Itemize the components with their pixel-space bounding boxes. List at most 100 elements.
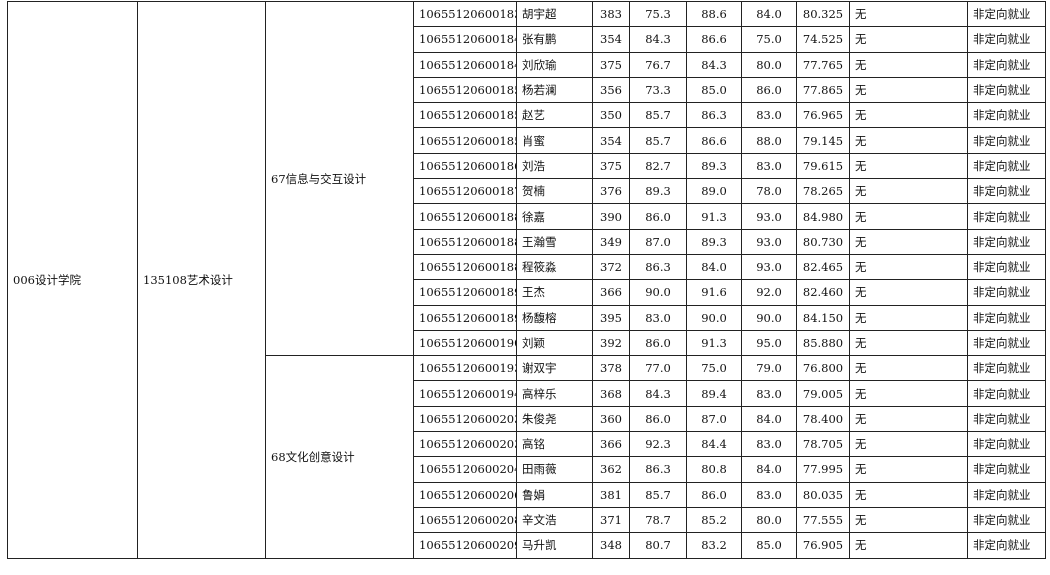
name-cell: 王杰 bbox=[516, 279, 593, 306]
table-row: 106551206001885王瀚雪34987.089.393.080.730无… bbox=[8, 228, 1046, 255]
retest-score-1-cell: 75.3 bbox=[629, 0, 687, 28]
remark-cell: 无 bbox=[849, 506, 968, 534]
remark-cell: 无 bbox=[849, 481, 968, 508]
retest-score-3-cell: 83.0 bbox=[741, 102, 797, 129]
initial-score-cell: 354 bbox=[592, 26, 630, 53]
name-cell: 肖蜜 bbox=[516, 127, 593, 154]
employment-type-cell: 非定向就业 bbox=[967, 456, 1046, 483]
table-row: 006设计学院135108艺术设计67信息与交互设计10655120600183… bbox=[7, 0, 1046, 559]
employment-type-cell: 非定向就业 bbox=[967, 127, 1046, 154]
retest-score-3-cell: 90.0 bbox=[741, 304, 797, 331]
employment-type-cell: 非定向就业 bbox=[967, 0, 1046, 28]
table-row: 106551206001855肖蜜35485.786.688.079.145无非… bbox=[8, 127, 1046, 154]
initial-score-cell: 371 bbox=[592, 506, 630, 534]
candidate-id-cell: 106551206001946 bbox=[413, 380, 517, 407]
remark-cell: 无 bbox=[849, 102, 968, 129]
direction-cell: 68文化创意设计 bbox=[265, 355, 414, 559]
initial-score-cell: 392 bbox=[592, 329, 630, 357]
total-score-cell: 76.905 bbox=[796, 532, 850, 559]
retest-score-3-cell: 85.0 bbox=[741, 532, 797, 559]
retest-score-1-cell: 80.7 bbox=[629, 532, 687, 559]
remark-cell: 无 bbox=[849, 329, 968, 357]
initial-score-cell: 381 bbox=[592, 481, 630, 508]
remark-cell: 无 bbox=[849, 152, 968, 180]
total-score-cell: 82.465 bbox=[796, 253, 850, 281]
remark-cell: 无 bbox=[849, 178, 968, 205]
candidate-id-cell: 106551206001878 bbox=[413, 178, 517, 205]
total-score-cell: 79.005 bbox=[796, 380, 850, 407]
candidate-id-cell: 106551206001847 bbox=[413, 26, 517, 53]
total-score-cell: 78.265 bbox=[796, 178, 850, 205]
candidate-id-cell: 106551206001855 bbox=[413, 127, 517, 154]
name-cell: 刘浩 bbox=[516, 152, 593, 180]
employment-type-cell: 非定向就业 bbox=[967, 178, 1046, 205]
candidate-id-cell: 106551206001889 bbox=[413, 253, 517, 281]
retest-score-3-cell: 79.0 bbox=[741, 355, 797, 382]
initial-score-cell: 378 bbox=[592, 355, 630, 382]
name-cell: 田雨薇 bbox=[516, 456, 593, 483]
retest-score-1-cell: 92.3 bbox=[629, 431, 687, 458]
remark-cell: 无 bbox=[849, 76, 968, 104]
employment-type-cell: 非定向就业 bbox=[967, 253, 1046, 281]
retest-score-3-cell: 83.0 bbox=[741, 431, 797, 458]
retest-score-1-cell: 86.0 bbox=[629, 329, 687, 357]
table-row: 106551206001889程筱淼37286.384.093.082.465无… bbox=[8, 253, 1046, 281]
retest-score-2-cell: 91.3 bbox=[686, 203, 742, 230]
initial-score-cell: 375 bbox=[592, 152, 630, 180]
retest-score-1-cell: 86.0 bbox=[629, 405, 687, 433]
retest-score-3-cell: 93.0 bbox=[741, 203, 797, 230]
retest-score-2-cell: 84.4 bbox=[686, 431, 742, 458]
employment-type-cell: 非定向就业 bbox=[967, 355, 1046, 382]
initial-score-cell: 356 bbox=[592, 76, 630, 104]
retest-score-2-cell: 75.0 bbox=[686, 355, 742, 382]
retest-score-1-cell: 77.0 bbox=[629, 355, 687, 382]
initial-score-cell: 348 bbox=[592, 532, 630, 559]
employment-type-cell: 非定向就业 bbox=[967, 51, 1046, 78]
retest-score-2-cell: 86.6 bbox=[686, 26, 742, 53]
table-row: 106551206001878贺楠37689.389.078.078.265无非… bbox=[8, 178, 1046, 205]
name-cell: 王瀚雪 bbox=[516, 228, 593, 255]
retest-score-1-cell: 85.7 bbox=[629, 127, 687, 154]
retest-score-1-cell: 85.7 bbox=[629, 481, 687, 508]
remark-cell: 无 bbox=[849, 51, 968, 78]
retest-score-3-cell: 78.0 bbox=[741, 178, 797, 205]
name-cell: 鲁娟 bbox=[516, 481, 593, 508]
total-score-cell: 77.765 bbox=[796, 51, 850, 78]
retest-score-2-cell: 90.0 bbox=[686, 304, 742, 331]
initial-score-cell: 395 bbox=[592, 304, 630, 331]
name-cell: 程筱淼 bbox=[516, 253, 593, 281]
remark-cell: 无 bbox=[849, 0, 968, 28]
employment-type-cell: 非定向就业 bbox=[967, 506, 1046, 534]
employment-type-cell: 非定向就业 bbox=[967, 76, 1046, 104]
retest-score-3-cell: 84.0 bbox=[741, 0, 797, 28]
retest-score-3-cell: 75.0 bbox=[741, 26, 797, 53]
retest-score-3-cell: 80.0 bbox=[741, 506, 797, 534]
name-cell: 朱俊尧 bbox=[516, 405, 593, 433]
retest-score-2-cell: 80.8 bbox=[686, 456, 742, 483]
retest-score-1-cell: 76.7 bbox=[629, 51, 687, 78]
retest-score-3-cell: 88.0 bbox=[741, 127, 797, 154]
retest-score-3-cell: 83.0 bbox=[741, 152, 797, 180]
employment-type-cell: 非定向就业 bbox=[967, 203, 1046, 230]
retest-score-1-cell: 73.3 bbox=[629, 76, 687, 104]
retest-score-1-cell: 86.3 bbox=[629, 253, 687, 281]
candidate-id-cell: 106551206002092 bbox=[413, 532, 517, 559]
total-score-cell: 74.525 bbox=[796, 26, 850, 53]
table-row: 106551206001847张有鹏35484.386.675.074.525无… bbox=[8, 26, 1046, 53]
candidate-id-cell: 106551206001850 bbox=[413, 76, 517, 104]
total-score-cell: 76.965 bbox=[796, 102, 850, 129]
retest-score-2-cell: 85.0 bbox=[686, 76, 742, 104]
table-row: 106551206002092马升凯34880.783.285.076.905无… bbox=[8, 532, 1046, 559]
initial-score-cell: 354 bbox=[592, 127, 630, 154]
table-row: 106551206001883徐嘉39086.091.393.084.980无非… bbox=[8, 203, 1046, 230]
table-row: 106551206002088辛文浩37178.785.280.077.555无… bbox=[8, 506, 1046, 534]
name-cell: 高铭 bbox=[516, 431, 593, 458]
total-score-cell: 77.865 bbox=[796, 76, 850, 104]
name-cell: 张有鹏 bbox=[516, 26, 593, 53]
employment-type-cell: 非定向就业 bbox=[967, 152, 1046, 180]
retest-score-2-cell: 89.0 bbox=[686, 178, 742, 205]
total-score-cell: 77.995 bbox=[796, 456, 850, 483]
remark-cell: 无 bbox=[849, 456, 968, 483]
table-row: 106551206002038高铭36692.384.483.078.705无非… bbox=[8, 431, 1046, 458]
total-score-cell: 80.325 bbox=[796, 0, 850, 28]
